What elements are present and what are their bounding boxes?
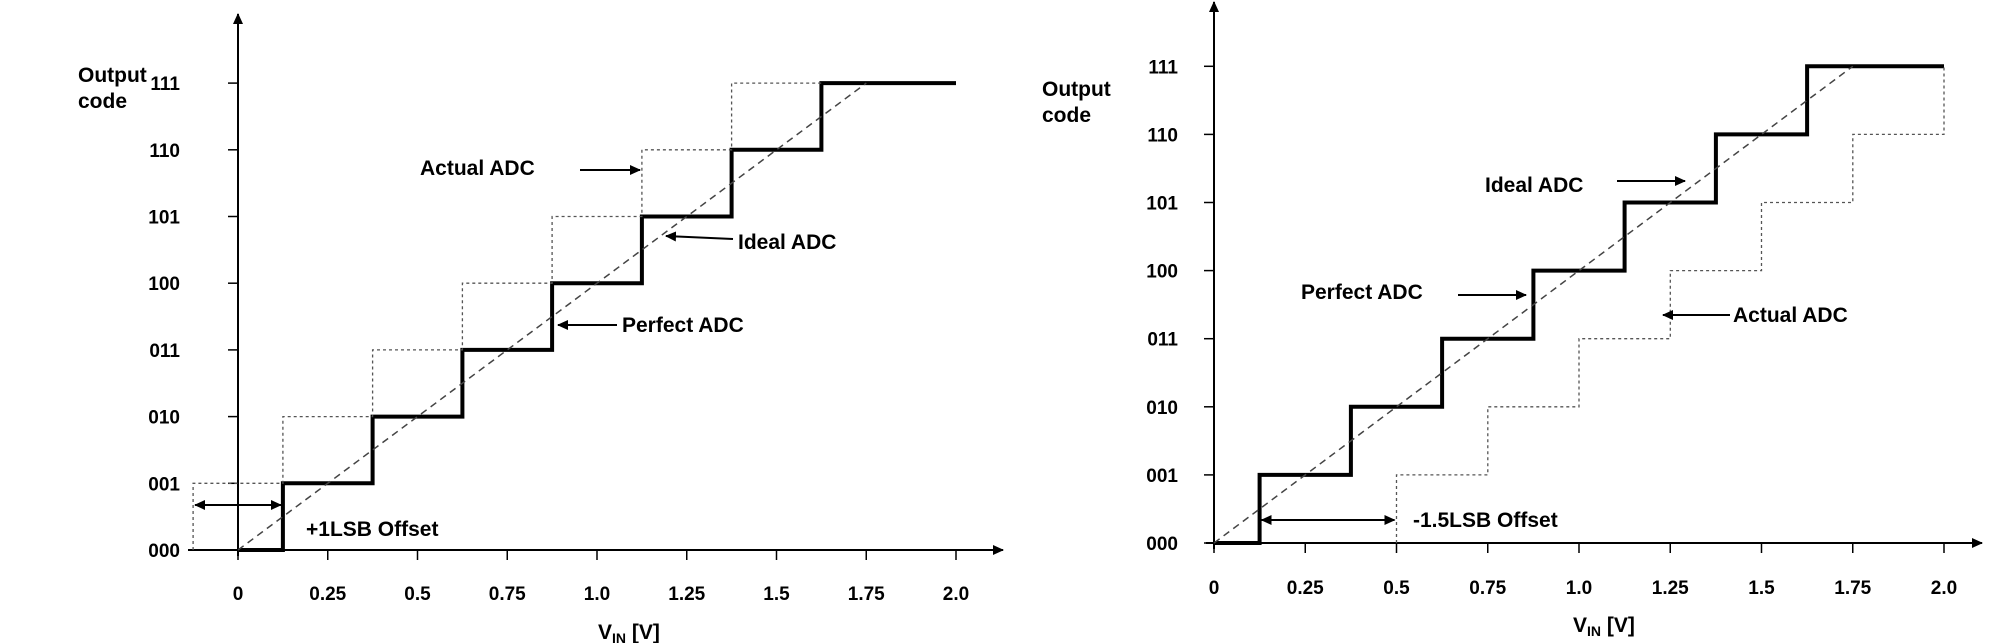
- x-axis-title: VIN [V]: [598, 621, 660, 643]
- x-tick-label: 1.75: [1834, 578, 1871, 599]
- y-tick-label: 001: [148, 474, 180, 495]
- y-tick-label: 010: [1146, 398, 1178, 419]
- y-tick-label: 011: [1147, 330, 1178, 351]
- y-tick-label: 100: [1146, 262, 1178, 283]
- series-lines: [1213, 64, 1945, 545]
- x-tick-label: 0.75: [1469, 578, 1506, 599]
- x-tick-label: 0.25: [1287, 578, 1324, 599]
- axes: [188, 13, 1004, 556]
- x-tick-label: 1.5: [1748, 578, 1775, 599]
- series-actual-adc: [192, 82, 822, 550]
- y-axis-title-line2: code: [78, 90, 127, 113]
- y-tick-labels: 000 001 010 011 100 101 110 111: [1146, 57, 1214, 555]
- x-tick-labels: 0 0.25 0.5 0.75 1.0 1.25 1.5 1.75 2.0: [1209, 543, 1957, 599]
- y-tick-labels: 000 001 010 011 100 101 110 111: [148, 74, 238, 562]
- arrow-ideal-adc: [665, 231, 734, 242]
- x-tick-label: 1.0: [1566, 578, 1592, 599]
- x-tick-label: 1.25: [1652, 578, 1689, 599]
- x-tick-label: 1.0: [584, 584, 610, 605]
- y-axis-title: Output code: [1042, 78, 1111, 127]
- series-ideal-adc: [237, 82, 867, 551]
- x-tick-labels: 0 0.25 0.5 0.75 1.0 1.25 1.5 1.75 2.0: [233, 550, 969, 605]
- x-tick-label: 1.25: [668, 584, 705, 605]
- series-perfect-adc: [238, 81, 956, 552]
- x-tick-label: 0: [1209, 578, 1220, 599]
- y-tick-label: 111: [1148, 57, 1178, 78]
- x-tick-label: 0.5: [1383, 578, 1410, 599]
- y-tick-label: 101: [1146, 194, 1178, 215]
- chart-negative-offset: Output code 000 001 010 011 100 101 110 111 0 0.…: [1042, 1, 1983, 639]
- annotation-ideal-adc: Ideal ADC: [1485, 174, 1583, 197]
- annotation-offset: -1.5LSB Offset: [1413, 509, 1558, 532]
- chart-positive-offset: Output code 000 001 010 011 100 101 110 111 0 0.…: [78, 13, 1004, 643]
- x-tick-label: 0.75: [489, 584, 526, 605]
- x-tick-label: 2.0: [1931, 578, 1957, 599]
- y-tick-label: 000: [1146, 534, 1178, 555]
- axes: [1206, 1, 1983, 549]
- annotation-actual-adc: Actual ADC: [1733, 304, 1848, 327]
- series-ideal-adc: [1213, 65, 1854, 544]
- y-tick-label: 001: [1146, 466, 1178, 487]
- y-tick-label: 011: [149, 341, 180, 362]
- annotation-actual-adc: Actual ADC: [420, 157, 535, 180]
- y-tick-label: 010: [148, 408, 180, 429]
- y-axis-title-line1: Output: [78, 64, 147, 87]
- y-tick-label: 000: [148, 541, 180, 562]
- y-axis-title-line2: code: [1042, 104, 1091, 127]
- annotation-perfect-adc: Perfect ADC: [1301, 281, 1423, 304]
- y-tick-label: 101: [148, 208, 180, 229]
- x-tick-label: 1.75: [848, 584, 885, 605]
- x-tick-label: 2.0: [943, 584, 969, 605]
- y-axis-title-line1: Output: [1042, 78, 1111, 101]
- x-tick-label: 0.25: [309, 584, 346, 605]
- x-axis-title: VIN [V]: [1573, 614, 1635, 639]
- y-tick-label: 110: [1147, 125, 1178, 146]
- y-tick-label: 111: [150, 74, 180, 95]
- x-tick-label: 0: [233, 584, 244, 605]
- annotation-perfect-adc: Perfect ADC: [622, 314, 744, 337]
- series-actual-adc: [1395, 66, 1945, 543]
- y-tick-label: 110: [149, 141, 180, 162]
- y-axis-title: Output code: [78, 64, 147, 113]
- annotation-ideal-adc: Ideal ADC: [738, 231, 836, 254]
- x-tick-label: 0.5: [404, 584, 431, 605]
- x-tick-label: 1.5: [763, 584, 790, 605]
- series-lines: [192, 81, 956, 552]
- annotation-offset: +1LSB Offset: [306, 518, 438, 541]
- y-tick-label: 100: [148, 274, 180, 295]
